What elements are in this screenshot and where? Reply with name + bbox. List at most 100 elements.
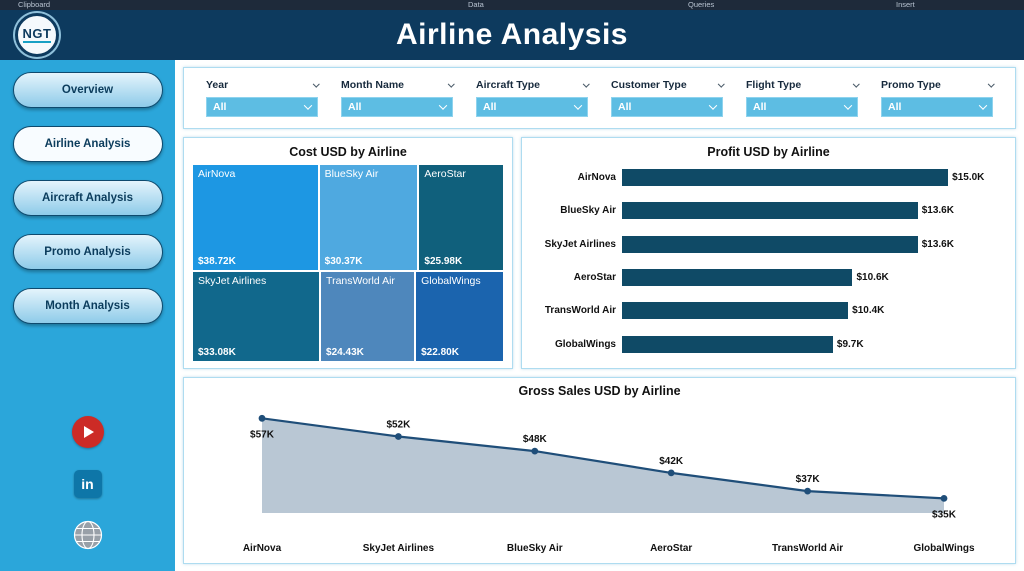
slicer-dropdown[interactable]: All [206, 97, 318, 117]
bar-row: AeroStar$10.6K [532, 266, 1005, 290]
gross-sales-point[interactable] [395, 433, 402, 440]
chevron-down-icon [844, 101, 852, 109]
sidebar-item-aircraft-analysis[interactable]: Aircraft Analysis [13, 180, 163, 216]
gross-sales-value-label: $57K [250, 429, 275, 440]
slicer-dropdown[interactable]: All [476, 97, 588, 117]
treemap-tile-label: BlueSky Air [325, 168, 379, 180]
profit-bar[interactable] [622, 236, 918, 253]
bar-category-label: BlueSky Air [532, 205, 616, 216]
treemap-tile-label: AirNova [198, 168, 235, 180]
treemap-tile-airnova[interactable]: AirNova$38.72K [193, 165, 318, 270]
profit-bar[interactable] [622, 169, 948, 186]
chevron-down-icon[interactable] [853, 80, 859, 86]
bar-row: BlueSky Air $13.6K [532, 199, 1005, 223]
gross-sales-category-label: TransWorld Air [772, 543, 843, 554]
sidebar-item-overview[interactable]: Overview [13, 72, 163, 108]
report-canvas: Year All Month Name All Aircraft Type Al… [175, 60, 1024, 571]
chevron-down-icon [574, 101, 582, 109]
gross-sales-chart: $57KAirNova$52KSkyJet Airlines$48KBlueSk… [194, 401, 1005, 564]
social-links: in [72, 416, 104, 571]
linkedin-icon[interactable]: in [74, 470, 102, 498]
slicer-dropdown[interactable]: All [746, 97, 858, 117]
bar-row: GlobalWings$9.7K [532, 332, 1005, 356]
top-ribbon: Clipboard Data Queries Insert [0, 0, 1024, 10]
bar-row: TransWorld Air$10.4K [532, 299, 1005, 323]
slicer-aircraft-type: Aircraft Type All [476, 79, 588, 117]
slicer-value: All [888, 101, 901, 113]
bar-track: $10.4K [622, 302, 1005, 319]
slicer-value: All [483, 101, 496, 113]
treemap-tile-skyjet-airlines[interactable]: SkyJet Airlines$33.08K [193, 272, 319, 361]
middle-row: Cost USD by Airline AirNova$38.72KBlueSk… [183, 137, 1016, 369]
bar-value-label: $9.7K [837, 339, 864, 350]
bar-value-label: $10.4K [852, 305, 884, 316]
sidebar-item-promo-analysis[interactable]: Promo Analysis [13, 234, 163, 270]
slicer-promo-type: Promo Type All [881, 79, 993, 117]
chart-title: Cost USD by Airline [193, 145, 503, 159]
slicer-year: Year All [206, 79, 318, 117]
gross-sales-category-label: BlueSky Air [507, 543, 563, 554]
bar-track: $13.6K [622, 202, 1005, 219]
gross-sales-point[interactable] [531, 448, 538, 455]
airline-dashboard: Clipboard Data Queries Insert NGT Airlin… [0, 0, 1024, 571]
profit-bar[interactable] [622, 302, 848, 319]
slicer-dropdown[interactable]: All [341, 97, 453, 117]
sidebar-nav: Overview Airline Analysis Aircraft Analy… [0, 60, 175, 571]
chevron-down-icon[interactable] [448, 80, 454, 86]
chevron-down-icon[interactable] [313, 80, 319, 86]
gross-sales-point[interactable] [941, 495, 948, 502]
slicer-dropdown[interactable]: All [881, 97, 993, 117]
slicer-value: All [753, 101, 766, 113]
slicer-value: All [213, 101, 226, 113]
slicer-label: Customer Type [611, 79, 687, 91]
ribbon-group-queries: Queries [688, 0, 714, 9]
gross-sales-point[interactable] [259, 415, 266, 422]
treemap-tile-value: $22.80K [421, 347, 459, 358]
slicer-label: Month Name [341, 79, 404, 91]
youtube-icon[interactable] [72, 416, 104, 448]
filters-panel: Year All Month Name All Aircraft Type Al… [183, 67, 1016, 129]
chevron-down-icon[interactable] [718, 80, 724, 86]
treemap-tile-label: TransWorld Air [326, 275, 395, 287]
treemap-tile-transworld-air[interactable]: TransWorld Air$24.43K [321, 272, 414, 361]
cost-treemap-panel: Cost USD by Airline AirNova$38.72KBlueSk… [183, 137, 513, 369]
treemap-tile-value: $25.98K [424, 256, 462, 267]
gross-sales-category-label: SkyJet Airlines [363, 543, 435, 554]
gross-sales-category-label: AirNova [243, 543, 282, 554]
sidebar-item-month-analysis[interactable]: Month Analysis [13, 288, 163, 324]
slicer-dropdown[interactable]: All [611, 97, 723, 117]
slicer-label: Aircraft Type [476, 79, 540, 91]
treemap-row: AirNova$38.72KBlueSky Air$30.37KAeroStar… [193, 165, 503, 270]
chart-title: Gross Sales USD by Airline [194, 384, 1005, 398]
treemap-tile-globalwings[interactable]: GlobalWings$22.80K [416, 272, 503, 361]
treemap-row: SkyJet Airlines$33.08KTransWorld Air$24.… [193, 272, 503, 361]
bar-row: SkyJet Airlines$13.6K [532, 232, 1005, 256]
profit-bar[interactable] [622, 269, 852, 286]
bar-value-label: $13.6K [922, 239, 954, 250]
chevron-down-icon [304, 101, 312, 109]
bar-value-label: $15.0K [952, 172, 984, 183]
slicer-label: Promo Type [881, 79, 941, 91]
chart-title: Profit USD by Airline [532, 145, 1005, 159]
ribbon-group-insert: Insert [896, 0, 915, 9]
treemap-tile-aerostar[interactable]: AeroStar$25.98K [419, 165, 503, 270]
profit-bars: AirNova$15.0KBlueSky Air$13.6KSkyJet Air… [532, 161, 1005, 361]
slicer-customer-type: Customer Type All [611, 79, 723, 117]
play-icon [84, 426, 94, 438]
slicer-month-name: Month Name All [341, 79, 453, 117]
gross-sales-point[interactable] [804, 488, 811, 495]
website-globe-icon[interactable] [73, 520, 103, 555]
profit-bar[interactable] [622, 202, 918, 219]
chevron-down-icon[interactable] [583, 80, 589, 86]
profit-bar-panel: Profit USD by Airline AirNova$15.0KBlueS… [521, 137, 1016, 369]
gross-sales-value-label: $52K [386, 420, 411, 431]
bar-value-label: $13.6K [922, 205, 954, 216]
gross-sales-panel: Gross Sales USD by Airline $57K AirNova $5… [183, 377, 1016, 564]
sidebar-item-airline-analysis[interactable]: Airline Analysis [13, 126, 163, 162]
slicer-label: Flight Type [746, 79, 801, 91]
gross-sales-point[interactable] [668, 470, 675, 477]
treemap-tile-bluesky-air[interactable]: BlueSky Air$30.37K [320, 165, 418, 270]
profit-bar[interactable] [622, 336, 833, 353]
chevron-down-icon[interactable] [988, 80, 994, 86]
slicer-value: All [618, 101, 631, 113]
